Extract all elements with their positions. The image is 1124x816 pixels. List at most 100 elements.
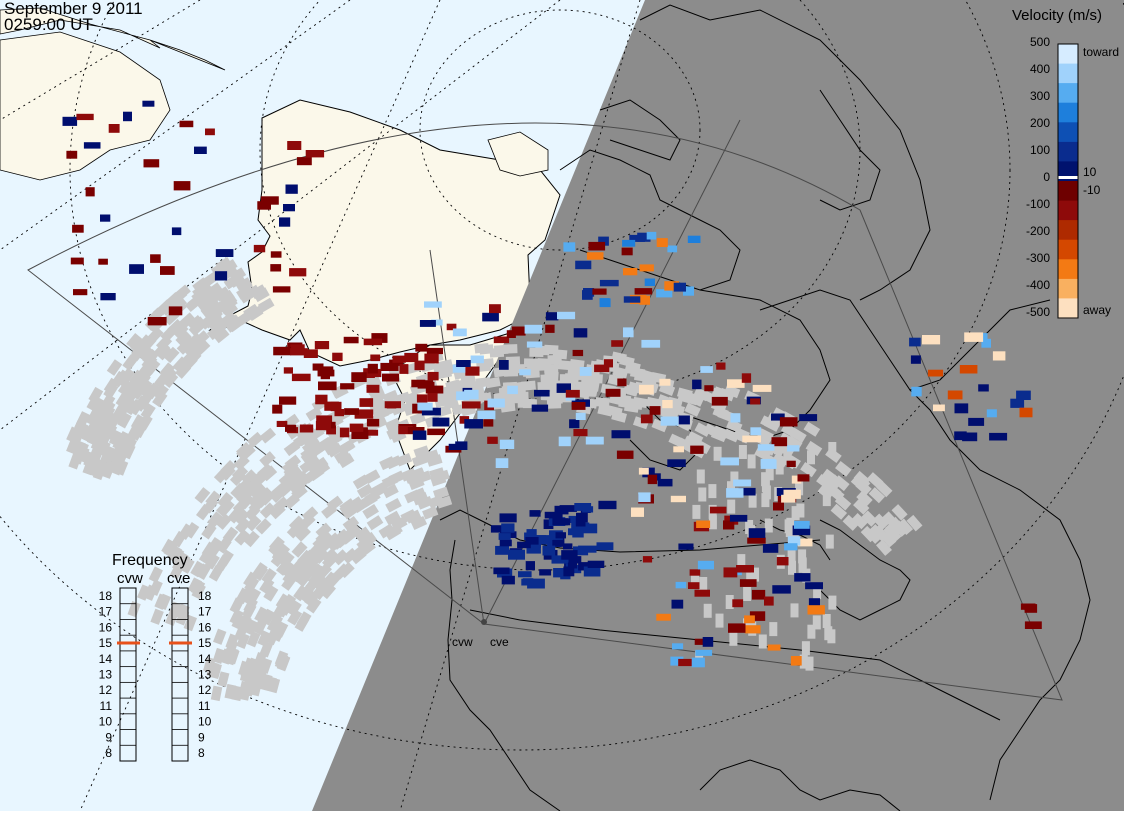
- velocity-color-swatch: [1058, 122, 1078, 143]
- ground-scatter-cell: [183, 614, 198, 632]
- ground-scatter-cell: [299, 513, 316, 530]
- ground-scatter-cell: [861, 510, 878, 527]
- ground-scatter-cell: [717, 408, 734, 422]
- ground-scatter-cell: [130, 383, 146, 401]
- ground-scatter-cell: [382, 483, 399, 499]
- velocity-echo-cell: [964, 332, 984, 342]
- ground-scatter-cell: [269, 503, 286, 520]
- ground-scatter-cell: [159, 362, 176, 379]
- ground-scatter-cell: [245, 514, 262, 532]
- ground-scatter-cell: [856, 490, 873, 507]
- velocity-echo-cell: [582, 290, 593, 300]
- ground-scatter-cell: [156, 299, 174, 316]
- velocity-echo-cell: [366, 384, 380, 393]
- ground-scatter-cell: [234, 529, 251, 546]
- ground-scatter-cell: [254, 606, 269, 624]
- ground-scatter-cell: [285, 465, 302, 481]
- velocity-echo-cell: [168, 306, 183, 316]
- velocity-echo-cell: [723, 520, 735, 530]
- velocity-color-swatch: [1058, 63, 1078, 84]
- velocity-echo-cell: [482, 312, 499, 322]
- ground-scatter-cell: [686, 431, 704, 446]
- ground-scatter-cell: [190, 560, 206, 578]
- frequency-label-cve: cve: [167, 570, 190, 587]
- ground-scatter-cell: [221, 258, 238, 275]
- ground-scatter-cell: [126, 332, 143, 350]
- ground-scatter-cell: [100, 393, 116, 411]
- ground-scatter-cell: [219, 464, 236, 481]
- velocity-echo-cell: [272, 404, 283, 414]
- velocity-echo-cell: [968, 417, 985, 426]
- ground-scatter-cell: [828, 442, 837, 456]
- ground-scatter-cell: [738, 445, 747, 459]
- ground-scatter-cell: [99, 427, 114, 444]
- frequency-tick-left: 18: [99, 589, 113, 603]
- ground-scatter-cell: [762, 485, 771, 500]
- velocity-echo-cell: [771, 437, 788, 447]
- ground-scatter-cell: [805, 440, 823, 457]
- velocity-echo-cell: [1016, 390, 1031, 400]
- velocity-echo-cell: [552, 518, 568, 526]
- ground-scatter-cell: [213, 327, 230, 344]
- velocity-echo-cell: [673, 446, 684, 453]
- velocity-zero-band: [1058, 176, 1078, 179]
- ground-scatter-cell: [161, 538, 176, 556]
- ground-scatter-cell: [66, 437, 80, 455]
- velocity-echo-cell: [641, 339, 661, 348]
- velocity-echo-cell: [499, 539, 512, 547]
- ground-scatter-cell: [339, 500, 357, 516]
- velocity-echo-cell: [962, 432, 978, 442]
- velocity-echo-cell: [807, 605, 825, 615]
- ground-scatter-cell: [172, 555, 187, 572]
- ground-scatter-cell: [842, 514, 859, 531]
- velocity-echo-cell: [954, 403, 969, 414]
- ground-scatter-cell: [715, 613, 724, 628]
- ground-scatter-cell: [801, 641, 810, 656]
- velocity-echo-cell: [499, 360, 509, 370]
- velocity-echo-cell: [638, 492, 651, 503]
- velocity-echo-cell: [741, 373, 752, 383]
- ground-scatter-cell: [115, 391, 131, 408]
- ground-scatter-cell: [694, 422, 712, 437]
- velocity-echo-cell: [150, 254, 161, 263]
- ground-scatter-cell: [228, 272, 246, 288]
- ground-scatter-cell: [333, 528, 350, 545]
- ground-scatter-cell: [86, 394, 102, 412]
- velocity-echo-cell: [752, 384, 772, 392]
- velocity-echo-cell: [483, 419, 494, 427]
- velocity-echo-cell: [367, 429, 379, 436]
- ground-scatter-cell: [321, 571, 338, 588]
- velocity-echo-cell: [553, 568, 568, 578]
- ground-scatter-cell: [119, 367, 136, 385]
- velocity-echo-cell: [1024, 604, 1038, 613]
- ground-scatter-cell: [87, 447, 102, 464]
- ground-scatter-cell: [708, 484, 717, 499]
- velocity-echo-cell: [542, 545, 556, 556]
- ground-scatter-cell: [379, 456, 396, 471]
- velocity-echo-cell: [791, 475, 802, 484]
- ground-scatter-cell: [699, 577, 708, 591]
- velocity-echo-cell: [416, 394, 428, 403]
- velocity-echo-cell: [143, 159, 160, 168]
- velocity-echo-cell: [729, 514, 748, 522]
- ground-scatter-cell: [305, 406, 323, 422]
- ground-scatter-cell: [299, 458, 317, 474]
- ground-scatter-cell: [411, 453, 429, 468]
- ground-scatter-cell: [183, 521, 200, 539]
- ground-scatter-cell: [743, 587, 752, 601]
- canada-islands-land: [487, 131, 549, 177]
- ground-scatter-cell: [114, 459, 129, 476]
- frequency-tick-right: 10: [198, 715, 212, 729]
- velocity-echo-cell: [660, 416, 679, 426]
- velocity-echo-cell: [582, 506, 594, 513]
- velocity-echo-cell: [564, 556, 582, 564]
- ground-scatter-cell: [758, 634, 767, 649]
- ground-scatter-cell: [129, 369, 145, 387]
- ground-scatter-cell: [242, 602, 257, 620]
- toward-label: toward: [1083, 45, 1119, 59]
- ground-scatter-cell: [696, 469, 705, 484]
- ground-scatter-cell: [100, 405, 116, 422]
- velocity-echo-cell: [720, 457, 739, 466]
- ground-scatter-cell: [194, 339, 211, 356]
- velocity-echo-cell: [675, 581, 687, 589]
